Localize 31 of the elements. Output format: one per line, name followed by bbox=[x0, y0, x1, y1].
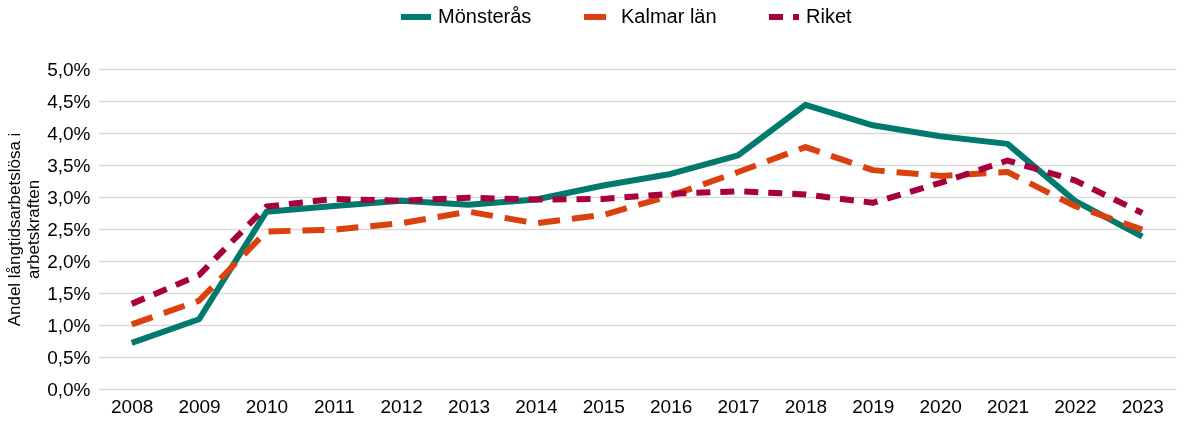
x-tick-label: 2011 bbox=[313, 395, 355, 417]
x-tick-label: 2023 bbox=[1121, 395, 1164, 417]
legend-label: Riket bbox=[806, 5, 853, 27]
y-tick-label: 1,0% bbox=[47, 314, 91, 336]
x-tick-label: 2016 bbox=[650, 395, 693, 417]
x-tick-label: 2014 bbox=[515, 395, 558, 417]
x-tick-label: 2021 bbox=[986, 395, 1030, 417]
x-tick-label: 2022 bbox=[1054, 395, 1097, 417]
y-tick-label: 0,0% bbox=[47, 378, 91, 400]
y-tick-label: 2,5% bbox=[47, 218, 91, 240]
y-tick-label: 4,5% bbox=[47, 90, 91, 112]
x-tick-label: 2018 bbox=[784, 395, 828, 417]
x-tick-label: 2015 bbox=[582, 395, 625, 417]
legend-label: Mönsterås bbox=[438, 5, 532, 27]
legend-label: Kalmar län bbox=[621, 5, 717, 27]
x-tick-label: 2008 bbox=[111, 395, 154, 417]
y-tick-label: 5,0% bbox=[47, 58, 91, 80]
x-tick-label: 2013 bbox=[447, 395, 491, 417]
y-tick-label: 1,5% bbox=[47, 282, 91, 304]
x-tick-label: 2012 bbox=[380, 395, 423, 417]
x-tick-label: 2009 bbox=[178, 395, 221, 417]
y-tick-label: 3,0% bbox=[47, 186, 91, 208]
x-tick-label: 2010 bbox=[245, 395, 289, 417]
y-tick-label: 0,5% bbox=[47, 346, 91, 368]
x-tick-label: 2017 bbox=[717, 395, 760, 417]
y-tick-label: 2,0% bbox=[47, 250, 91, 272]
y-tick-label: 3,5% bbox=[47, 154, 91, 176]
y-axis-title: Andel långtidsarbetslösa i arbetskraften bbox=[5, 132, 44, 327]
y-tick-label: 4,0% bbox=[47, 122, 91, 144]
x-tick-label: 2019 bbox=[852, 395, 895, 417]
x-tick-label: 2020 bbox=[919, 395, 962, 417]
